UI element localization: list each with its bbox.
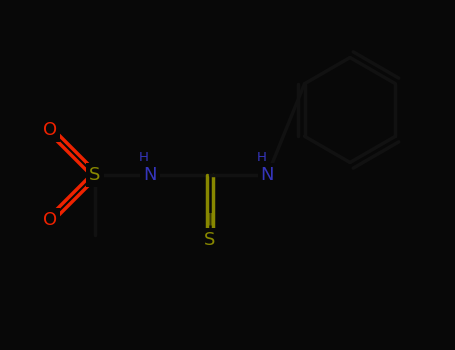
Text: N: N <box>261 166 274 184</box>
Text: H: H <box>139 151 149 164</box>
Text: N: N <box>143 166 157 184</box>
Text: O: O <box>43 211 57 229</box>
Text: S: S <box>204 231 216 249</box>
Text: S: S <box>89 166 101 184</box>
Text: O: O <box>43 121 57 139</box>
Text: ‖: ‖ <box>207 212 213 225</box>
Text: H: H <box>257 151 267 164</box>
